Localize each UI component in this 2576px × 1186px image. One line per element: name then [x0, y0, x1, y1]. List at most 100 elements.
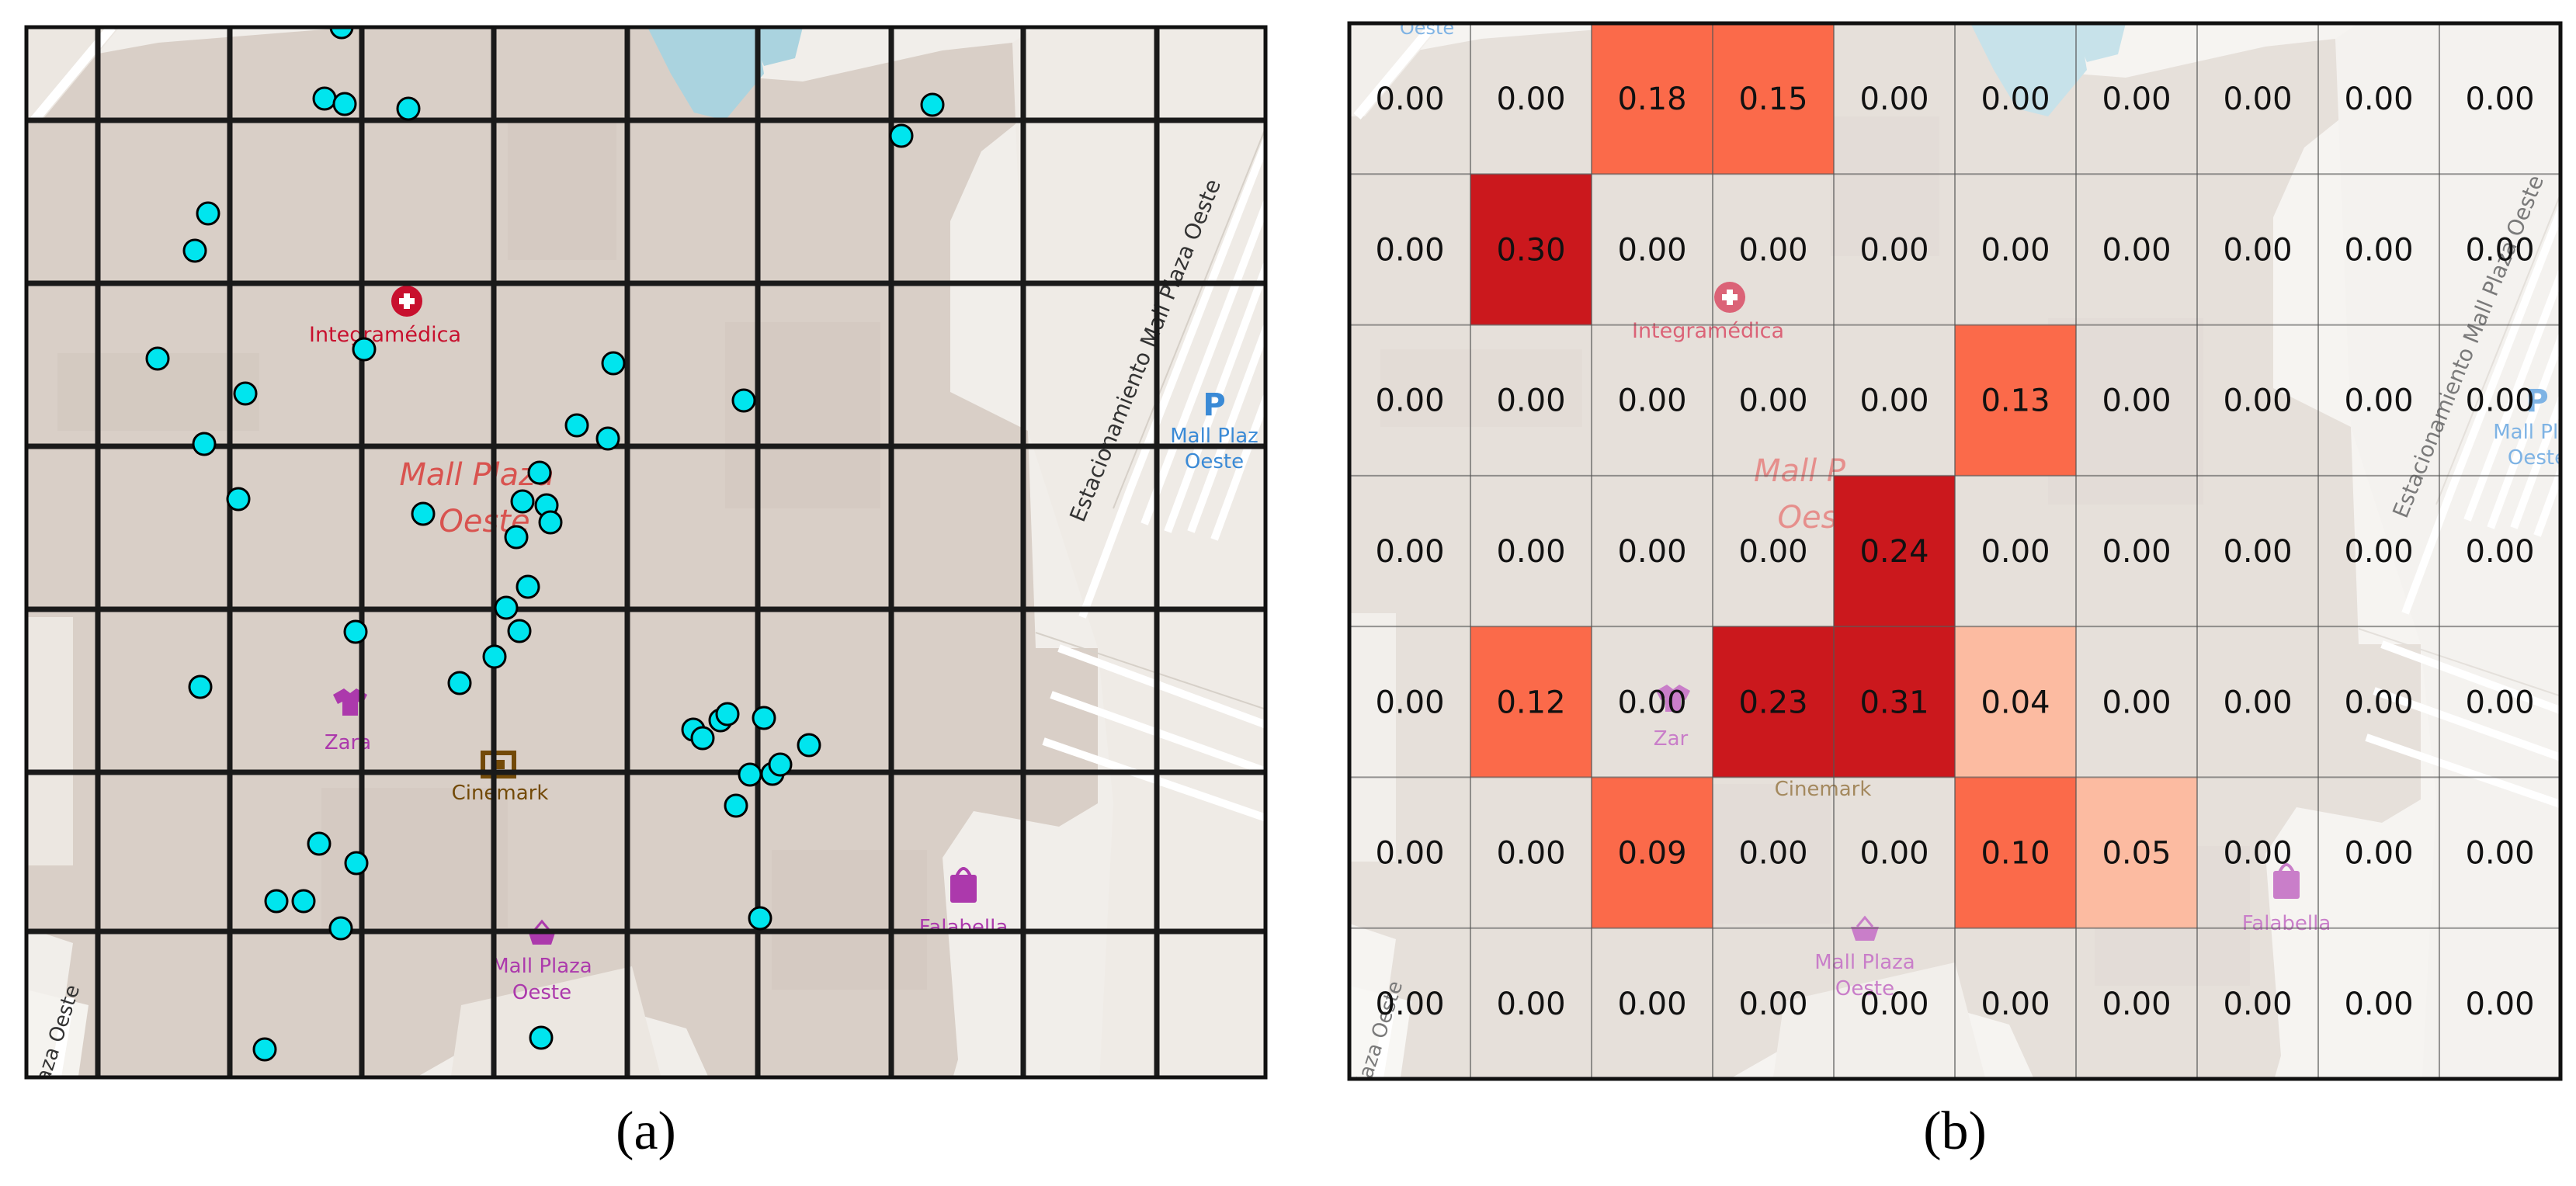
event-point	[889, 123, 914, 148]
heat-cell	[1470, 23, 1592, 175]
heat-cell	[1834, 928, 1955, 1079]
heat-cell	[1349, 475, 1470, 627]
heat-cell	[2318, 475, 2439, 627]
event-point	[797, 733, 821, 758]
edge-label: Oeste	[1400, 17, 1454, 39]
cell-value: 0.00	[2465, 383, 2534, 419]
cell-value: 0.00	[2465, 685, 2534, 720]
event-point	[252, 1037, 277, 1062]
cell-values: 0.00 0.00 0.18 0.15 0.00 0.00 0.00 0.00 0.00 0.00…	[1375, 81, 2534, 1022]
heat-cell	[1349, 626, 1470, 778]
basemap-a	[26, 27, 1269, 1114]
cell-value: 0.00	[1859, 383, 1929, 419]
cell-value: 0.00	[1375, 383, 1444, 419]
heat-cell	[2076, 174, 2197, 325]
point-layer	[145, 27, 945, 1062]
event-point	[538, 510, 563, 535]
cell-value: 0.00	[2344, 534, 2413, 570]
heat-cell	[1834, 777, 1955, 928]
cell-value: 0.00	[1981, 987, 2050, 1022]
cell-value: 0.00	[2223, 232, 2292, 268]
event-point	[411, 501, 436, 526]
cell-value: 0.31	[1859, 685, 1929, 720]
heat-cell	[2439, 174, 2560, 325]
cell-value: 0.00	[1617, 383, 1686, 419]
heat-cell	[2197, 475, 2318, 627]
cell-value: 0.00	[1375, 685, 1444, 720]
heat-cell	[1955, 174, 2076, 325]
event-point	[595, 426, 620, 451]
cell-value: 0.00	[1375, 81, 1444, 117]
mall-name-label-2: Oes	[1778, 500, 1838, 536]
shop-label-2: Oeste	[1835, 977, 1894, 1000]
heat-cell	[1713, 324, 1834, 476]
heat-cell	[2076, 23, 2197, 175]
mall-name-label: Mall P	[1754, 453, 1846, 489]
cell-value: 0.00	[2102, 81, 2171, 117]
cell-value: 0.00	[2102, 987, 2171, 1022]
event-point	[343, 619, 368, 644]
heat-cell	[2439, 324, 2560, 476]
heat-cell	[1592, 475, 1713, 627]
department-store-icon	[950, 867, 977, 903]
cell-value: 0.18	[1617, 81, 1686, 117]
falabella-label: Falabella	[919, 916, 1009, 939]
heat-cell	[2318, 174, 2439, 325]
event-point	[768, 752, 793, 777]
cell-value: 0.00	[1738, 987, 1807, 1022]
zara-label: Zar	[1654, 727, 1689, 751]
cell-value: 0.00	[1738, 534, 1807, 570]
clothes-shop-icon	[1656, 685, 1690, 712]
heat-cell	[2197, 324, 2318, 476]
cell-value: 0.00	[1375, 232, 1444, 268]
event-point	[396, 96, 421, 121]
event-point	[145, 346, 170, 371]
heat-cell	[1713, 475, 1834, 627]
heat-cell	[1470, 626, 1592, 778]
event-point	[529, 1025, 554, 1050]
cinemark-label: Cinemark	[1775, 778, 1872, 801]
parking-icon: P	[2526, 383, 2548, 419]
event-point	[352, 337, 377, 362]
cell-value: 0.00	[1496, 383, 1565, 419]
cell-value: 0.00	[1859, 987, 1929, 1022]
cell-value: 0.05	[2102, 836, 2171, 872]
heat-cell	[1349, 324, 1470, 476]
heat-cell	[1955, 777, 2076, 928]
cell-value: 0.00	[1981, 534, 2050, 570]
heat-cell	[1592, 324, 1713, 476]
parking-label-2: Oeste	[2508, 446, 2567, 470]
heat-cell	[1470, 928, 1592, 1079]
heat-cell	[1713, 928, 1834, 1079]
heat-cell	[1470, 324, 1592, 476]
heat-cell	[1834, 475, 1955, 627]
heat-cell	[2318, 324, 2439, 476]
event-point	[196, 201, 220, 226]
cell-value: 0.00	[1617, 534, 1686, 570]
cell-value: 0.00	[2465, 836, 2534, 872]
heat-cell	[1713, 626, 1834, 778]
heat-cell	[1713, 23, 1834, 175]
heat-cell	[1834, 174, 1955, 325]
event-point	[182, 238, 207, 263]
cell-value: 0.00	[2344, 232, 2413, 268]
grid-lines-b	[1349, 23, 2560, 1079]
cell-value: 0.00	[2465, 81, 2534, 117]
cell-value: 0.00	[2344, 383, 2413, 419]
heat-cell	[2076, 324, 2197, 476]
cell-value: 0.00	[2223, 836, 2292, 872]
cell-value: 0.00	[1375, 534, 1444, 570]
heat-cell	[1592, 174, 1713, 325]
cell-value: 0.00	[1496, 81, 1565, 117]
event-point	[731, 388, 756, 413]
heat-cell	[2439, 475, 2560, 627]
shop-label: Mall Plaza	[491, 955, 592, 978]
cell-value: 0.00	[1496, 987, 1565, 1022]
event-point	[507, 619, 532, 643]
heat-cell	[2076, 777, 2197, 928]
parking-label: Mall Plaz	[2493, 421, 2576, 444]
event-point	[482, 644, 507, 669]
parking-icon: P	[1203, 387, 1225, 423]
event-point	[752, 706, 776, 730]
